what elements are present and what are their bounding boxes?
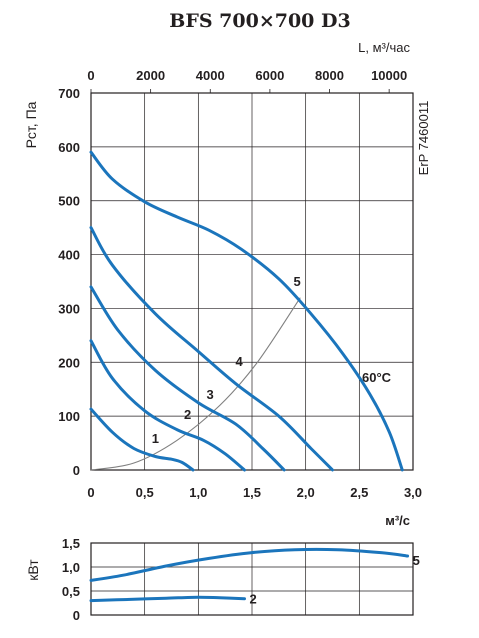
x-axis-label: м³/с: [385, 513, 410, 528]
x-tick-label: 2,0: [297, 485, 315, 500]
power-tick-label: 1,0: [62, 560, 80, 575]
fan-curve-4: [89, 226, 334, 472]
power-curve-label-5: 5: [413, 553, 420, 568]
power-curve-5: [89, 547, 410, 582]
x-tick-label: 1,5: [243, 485, 261, 500]
power-plot-curves: [89, 547, 410, 603]
main-plot-curve-labels: 1 2 3 4 5: [152, 274, 301, 446]
y-axis-ticks: 0 100 200 300 400 500 600 700: [58, 86, 80, 478]
x-tick-label: 3,0: [404, 485, 422, 500]
top-tick-label: 10000: [371, 68, 407, 83]
top-tick-label: 2000: [136, 68, 165, 83]
top-tick-label: 0: [87, 68, 94, 83]
x-tick-label: 2,5: [350, 485, 368, 500]
x-tick-label: 0: [87, 485, 94, 500]
system-resistance-curve: [90, 297, 301, 471]
power-tick-label: 0: [73, 608, 80, 623]
curve-label-3: 3: [207, 387, 214, 402]
power-tick-label: 0,5: [62, 584, 80, 599]
x-axis-ticks: 0 0,5 1,0 1,5 2,0 2,5 3,0: [87, 485, 422, 500]
curve-label-2: 2: [184, 407, 191, 422]
main-plot-frame: [90, 92, 414, 471]
top-axis-ticks: 0 2000 4000 6000 8000 10000: [87, 68, 407, 93]
main-plot-curves: [89, 150, 404, 472]
power-axis-ticks: 0 0,5 1,0 1,5: [62, 536, 80, 623]
x-tick-label: 1,0: [189, 485, 207, 500]
top-tick-label: 4000: [196, 68, 225, 83]
chart-title: BFS 700×700 D3: [169, 10, 350, 32]
y-tick-label: 100: [58, 409, 80, 424]
curve-label-1: 1: [152, 431, 159, 446]
y-axis-label: Рст, Па: [23, 101, 39, 148]
curve-label-4: 4: [236, 354, 244, 369]
fan-curve-5: [89, 150, 404, 472]
top-tick-label: 8000: [315, 68, 344, 83]
temperature-annotation: 60°C: [362, 370, 392, 385]
top-axis-label: L, м³/час: [358, 40, 410, 55]
power-curve-2: [89, 595, 246, 603]
y-tick-label: 200: [58, 355, 80, 370]
power-plot-grid: [91, 543, 413, 615]
y-tick-label: 500: [58, 194, 80, 209]
curve-label-5: 5: [293, 274, 300, 289]
power-tick-label: 1,5: [62, 536, 80, 551]
y-tick-label: 300: [58, 301, 80, 316]
top-tick-label: 6000: [255, 68, 284, 83]
y-tick-label: 0: [73, 463, 80, 478]
power-axis-label: кВт: [25, 559, 41, 581]
main-plot-grid: [91, 93, 413, 470]
y-tick-label: 600: [58, 140, 80, 155]
y-tick-label: 700: [58, 86, 80, 101]
power-curve-end-labels: 52: [249, 553, 419, 607]
x-tick-label: 0,5: [136, 485, 154, 500]
fan-curve-2: [89, 339, 246, 472]
fan-curve-3: [89, 285, 286, 472]
side-label: ErP 7460011: [416, 101, 431, 176]
fan-curve-1: [89, 407, 195, 472]
y-tick-label: 400: [58, 248, 80, 263]
power-curve-label-2: 2: [249, 592, 256, 607]
